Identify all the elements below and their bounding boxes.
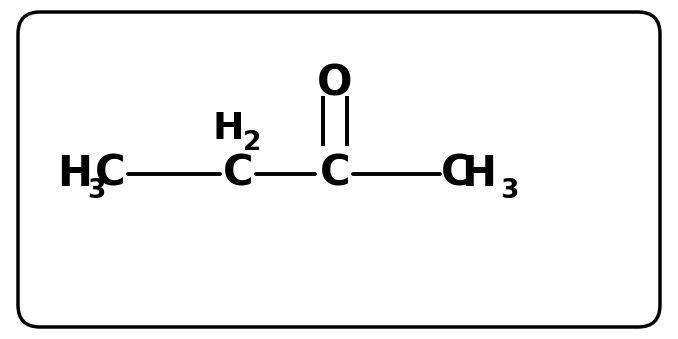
FancyBboxPatch shape: [18, 12, 660, 327]
Text: H: H: [462, 153, 496, 195]
Text: 3: 3: [87, 178, 105, 204]
Text: H: H: [212, 111, 244, 147]
Text: 3: 3: [500, 178, 518, 204]
Text: C: C: [320, 153, 351, 195]
Text: C: C: [222, 153, 254, 195]
Text: 2: 2: [243, 130, 261, 156]
Text: O: O: [317, 63, 353, 105]
Text: C: C: [441, 153, 471, 195]
Text: H: H: [58, 153, 92, 195]
Text: C: C: [95, 153, 125, 195]
